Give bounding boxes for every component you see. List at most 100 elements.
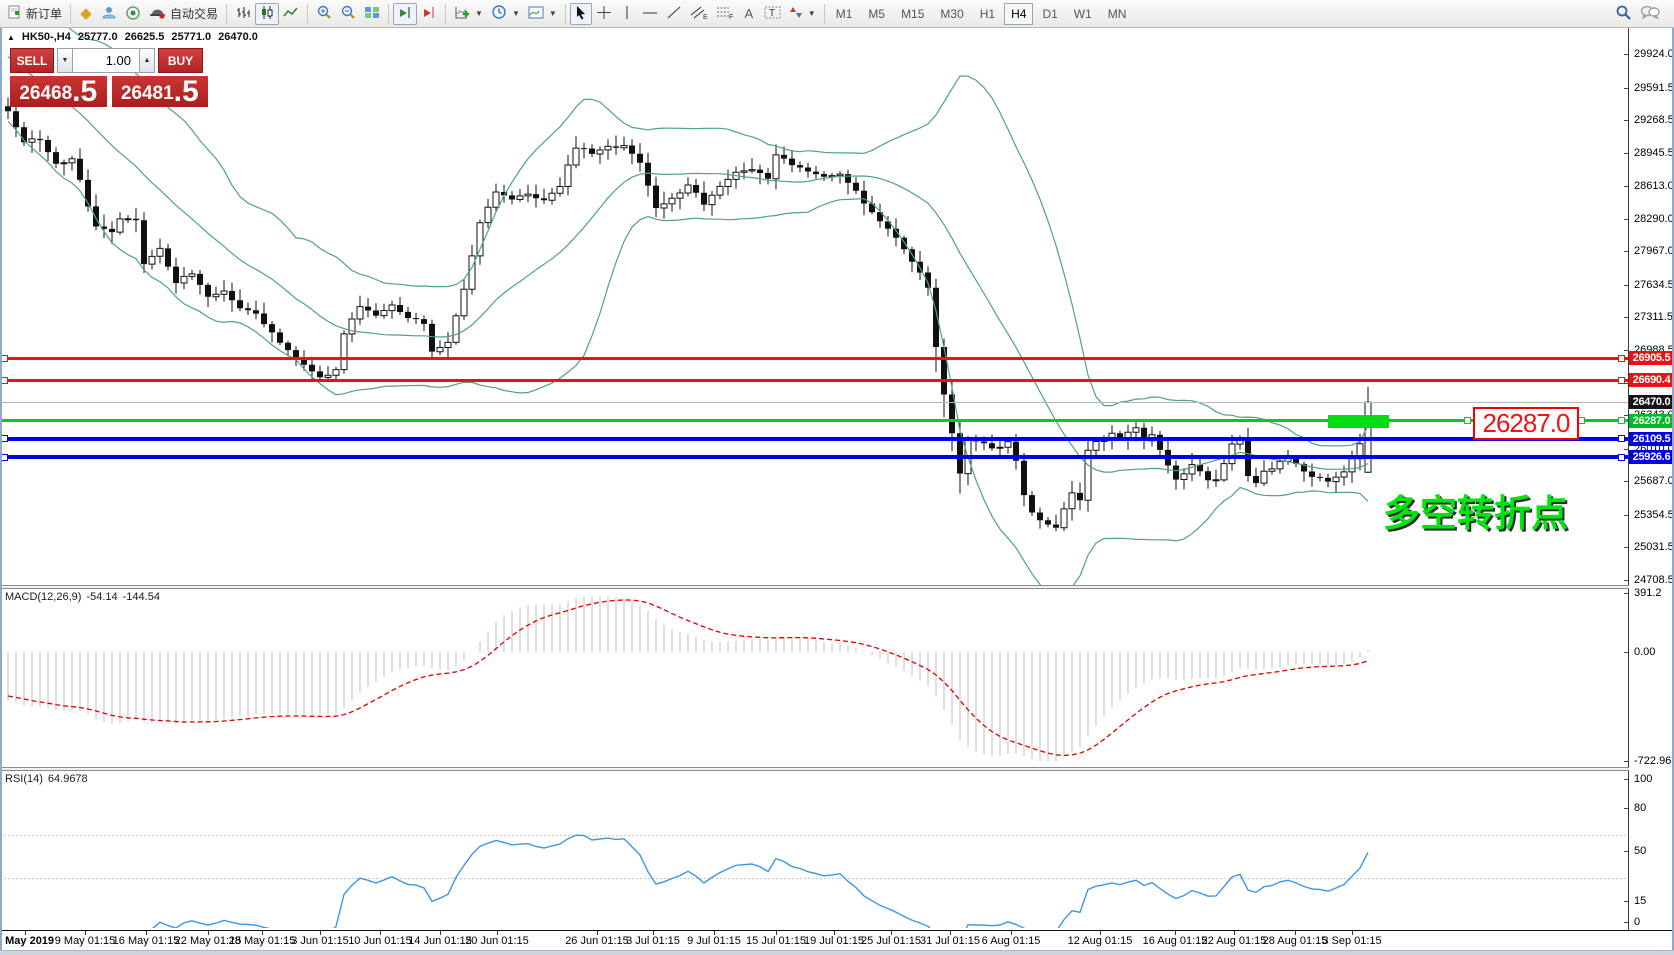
time-label: 31 Jul 01:15	[920, 935, 980, 947]
line-anchor-marker[interactable]	[1618, 454, 1625, 461]
line-anchor-marker[interactable]	[1464, 417, 1471, 424]
bar-chart-mode-button[interactable]	[231, 3, 255, 25]
equidistant-channel-tool-button[interactable]: E	[686, 3, 712, 25]
line-anchor-marker[interactable]	[1578, 417, 1585, 424]
community-button[interactable]	[97, 3, 121, 25]
auto-scroll-button[interactable]	[393, 2, 418, 25]
hline-26470.0[interactable]	[0, 402, 1628, 403]
timeframe-D1[interactable]: D1	[1042, 6, 1058, 21]
auto-scroll-icon	[397, 5, 413, 23]
line-anchor-marker[interactable]	[1618, 417, 1625, 424]
price-alert-label[interactable]: 26287.0	[1473, 407, 1579, 440]
timeframe-H1[interactable]: H1	[979, 6, 996, 21]
pane-divider[interactable]	[0, 770, 1674, 771]
timeframe-H4[interactable]: H4	[1004, 2, 1034, 25]
fibonacci-tool-button[interactable]: F	[712, 3, 738, 25]
new-order-button[interactable]: 新订单	[4, 3, 66, 25]
pane-divider[interactable]	[0, 586, 1674, 589]
chart-canvas[interactable]	[0, 0, 1628, 950]
text-tool-button[interactable]: A	[738, 3, 760, 25]
chevron-down-icon: ▼	[511, 9, 520, 18]
pane-divider[interactable]	[0, 768, 1674, 771]
pane-divider[interactable]	[0, 585, 1674, 586]
periods-button[interactable]: ▼	[487, 3, 524, 25]
pane-divider[interactable]	[0, 588, 1674, 589]
autotrading-button[interactable]: 自动交易	[145, 3, 222, 25]
symbol-info-bar: ▲ HK50-,H4 25777.0 26625.5 25771.0 26470…	[7, 31, 258, 43]
timeframe-M5[interactable]: M5	[868, 6, 886, 21]
line-anchor-marker[interactable]	[1618, 377, 1625, 384]
time-tick	[146, 931, 147, 935]
buy-price[interactable]: 26481 .5	[111, 76, 208, 107]
buy-button[interactable]: BUY	[158, 48, 203, 73]
ohlc-close: 26470.0	[218, 31, 258, 43]
timeframe-M1[interactable]: M1	[835, 6, 853, 21]
separator	[445, 3, 447, 24]
line-anchor-marker[interactable]	[1618, 435, 1625, 442]
vertical-line-tool-button[interactable]	[616, 3, 638, 25]
crosshair-tool-button[interactable]	[592, 3, 616, 25]
sell-price[interactable]: 26468 .5	[10, 76, 107, 107]
volume-increase-button[interactable]: ▲	[139, 48, 155, 73]
highlight-rectangle[interactable]	[1328, 415, 1389, 428]
arrows-tool-button[interactable]: ▼	[785, 3, 820, 25]
indicators-button[interactable]: ▼	[450, 3, 487, 25]
text-label-tool-button[interactable]: T	[760, 3, 785, 25]
macd-value: -54.14	[86, 591, 118, 603]
horizontal-line-tool-button[interactable]	[638, 3, 662, 25]
zoom-in-button[interactable]	[312, 3, 336, 25]
tile-windows-button[interactable]	[360, 3, 384, 25]
zoom-out-button[interactable]	[336, 3, 360, 25]
macd-label: MACD(12,26,9) -54.14 -144.54	[5, 591, 160, 603]
axis-tick	[1624, 284, 1628, 286]
volume-decrease-button[interactable]: ▼	[57, 48, 73, 73]
line-anchor-marker[interactable]	[1, 355, 8, 362]
timeframe-W1[interactable]: W1	[1073, 6, 1092, 21]
candlestick-mode-button[interactable]	[255, 2, 280, 25]
hline-26287.0[interactable]	[0, 419, 1628, 422]
axis-tick	[1624, 317, 1628, 319]
chart-shift-icon	[421, 5, 437, 23]
volume-input[interactable]	[73, 48, 139, 73]
time-label: 26 Jun 01:15	[565, 935, 629, 947]
timeframe-M15[interactable]: M15	[901, 6, 925, 21]
time-tick	[85, 931, 86, 935]
separator	[823, 3, 825, 24]
search-button[interactable]	[1611, 3, 1636, 25]
chart-shift-button[interactable]	[417, 3, 441, 25]
turning-point-annotation[interactable]: 多空转折点	[1383, 493, 1568, 534]
timeframe-M30[interactable]: M30	[940, 6, 964, 21]
line-anchor-marker[interactable]	[1618, 355, 1625, 362]
axis-tick-label: -722.96	[1634, 755, 1672, 768]
time-tick	[208, 931, 209, 935]
line-anchor-marker[interactable]	[1, 435, 8, 442]
time-label: 28 Aug 01:15	[1262, 935, 1328, 947]
line-anchor-marker[interactable]	[1, 454, 8, 461]
signals-button[interactable]	[121, 3, 145, 25]
hline-26690.4[interactable]	[0, 379, 1628, 382]
price-axis[interactable]: 29924.0 29591.5 29268.5 28945.5 28613.0 28290…	[1624, 28, 1674, 930]
community-icon	[101, 5, 117, 23]
sell-button[interactable]: SELL	[10, 48, 54, 73]
tile-windows-icon	[364, 5, 380, 23]
line-chart-mode-button[interactable]	[279, 3, 303, 25]
hline-25926.6[interactable]	[0, 455, 1628, 459]
separator	[564, 3, 566, 24]
time-label: 6 Aug 01:15	[981, 935, 1041, 947]
axis-tick	[1624, 448, 1628, 450]
ohlc-open: 25777.0	[77, 31, 118, 43]
timeframe-MN[interactable]: MN	[1107, 6, 1127, 21]
line-anchor-marker[interactable]	[1, 377, 8, 384]
cursor-tool-button[interactable]	[569, 2, 592, 25]
time-label: 15 Jul 01:15	[746, 935, 806, 947]
pane-divider[interactable]	[0, 767, 1674, 768]
metaeditor-button[interactable]: ◆	[75, 3, 97, 25]
trendline-tool-button[interactable]	[662, 3, 686, 25]
axis-tick-label: 391.2	[1634, 587, 1662, 599]
templates-button[interactable]: ▼	[524, 3, 561, 25]
hline-26905.5[interactable]	[0, 357, 1628, 360]
time-axis[interactable]: 3 May 2019 9 May 01:15 16 May 01:15 22 May …	[0, 930, 1674, 951]
chat-button[interactable]	[1636, 3, 1664, 25]
hline-26109.5[interactable]	[0, 437, 1628, 441]
collapse-icon[interactable]: ▲	[7, 32, 15, 42]
